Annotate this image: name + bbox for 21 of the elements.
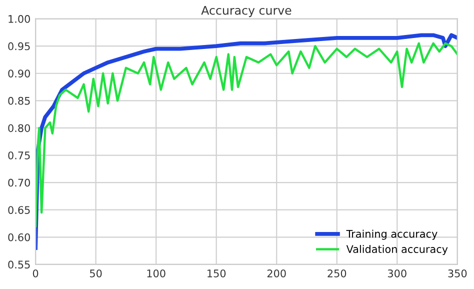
legend-label: Validation accuracy xyxy=(346,244,448,256)
x-tick-label: 300 xyxy=(388,269,406,278)
chart-title: Accuracy curve xyxy=(201,6,292,18)
y-tick-label: 0.75 xyxy=(8,151,30,160)
x-tick-label: 250 xyxy=(328,269,346,278)
y-tick-label: 0.90 xyxy=(8,70,30,78)
y-tick-label: 0.70 xyxy=(8,178,30,187)
x-tick-label: 150 xyxy=(208,269,226,278)
y-tick-label: 0.80 xyxy=(8,124,30,132)
y-tick-label: 0.55 xyxy=(8,260,30,269)
y-tick-label: 0.95 xyxy=(8,42,30,50)
legend-label: Training accuracy xyxy=(346,230,438,240)
x-tick-label: 200 xyxy=(267,269,286,278)
x-tick-label: 50 xyxy=(90,269,102,278)
y-tick-label: 0.85 xyxy=(8,96,30,105)
y-tick-label: 0.65 xyxy=(8,206,30,214)
x-tick-label: 350 xyxy=(448,269,467,278)
y-tick-label: 1.00 xyxy=(8,15,30,23)
x-tick-label: 100 xyxy=(147,269,166,278)
y-tick-label: 0.60 xyxy=(8,233,30,242)
x-tick-label: 0 xyxy=(32,269,38,278)
